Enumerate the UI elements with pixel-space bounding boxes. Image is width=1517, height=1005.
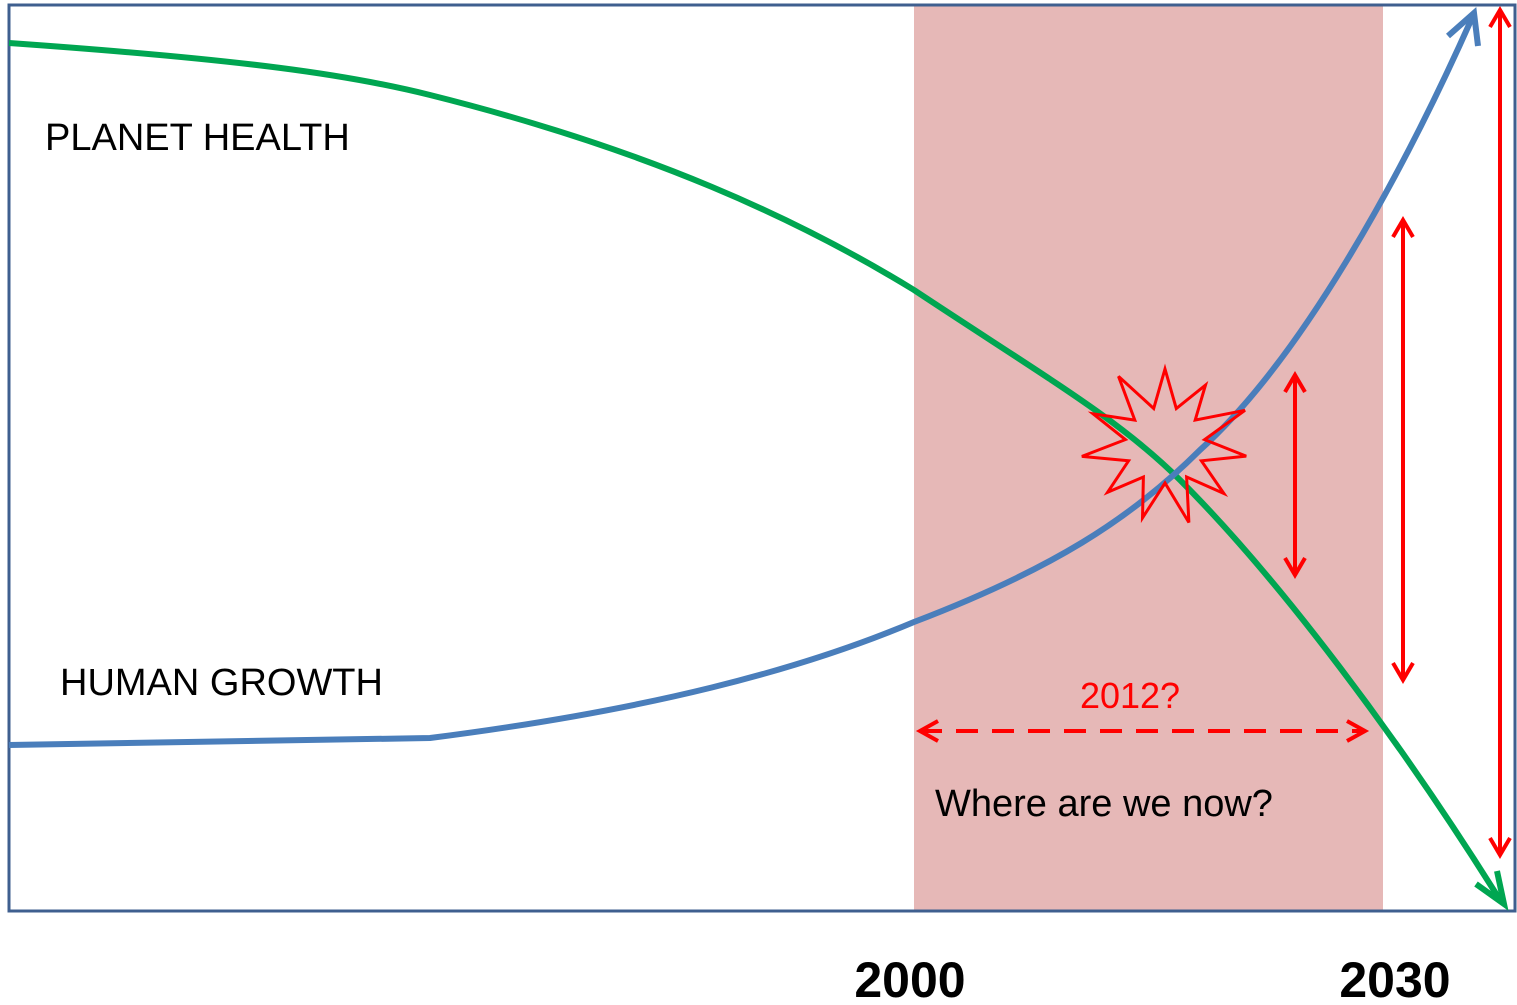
axis-start-label: 2000 xyxy=(854,952,965,1005)
human-growth-arrowhead xyxy=(1446,6,1481,47)
frame xyxy=(7,3,1517,913)
planet-health-label: PLANET HEALTH xyxy=(45,117,350,159)
arrowhead xyxy=(1346,719,1370,743)
arrowhead xyxy=(1391,216,1415,239)
gap-arrows xyxy=(915,6,1512,859)
time-band xyxy=(914,5,1383,911)
arrowhead xyxy=(1488,6,1512,29)
planet-health-curve xyxy=(8,40,1503,902)
question-label: Where are we now? xyxy=(935,783,1273,825)
planet-health-arrowhead xyxy=(1474,870,1509,911)
human-growth-label: HUMAN GROWTH xyxy=(60,662,383,704)
axis-end-label: 2030 xyxy=(1339,952,1450,1005)
marker-label: 2012? xyxy=(1080,675,1180,716)
collision-star xyxy=(1081,363,1247,524)
arrowhead xyxy=(1488,836,1512,859)
arrowhead xyxy=(1391,661,1415,684)
arrowhead xyxy=(1283,371,1307,394)
arrowhead xyxy=(915,719,939,743)
arrowhead xyxy=(1283,556,1307,579)
human-growth-curve xyxy=(8,16,1475,748)
